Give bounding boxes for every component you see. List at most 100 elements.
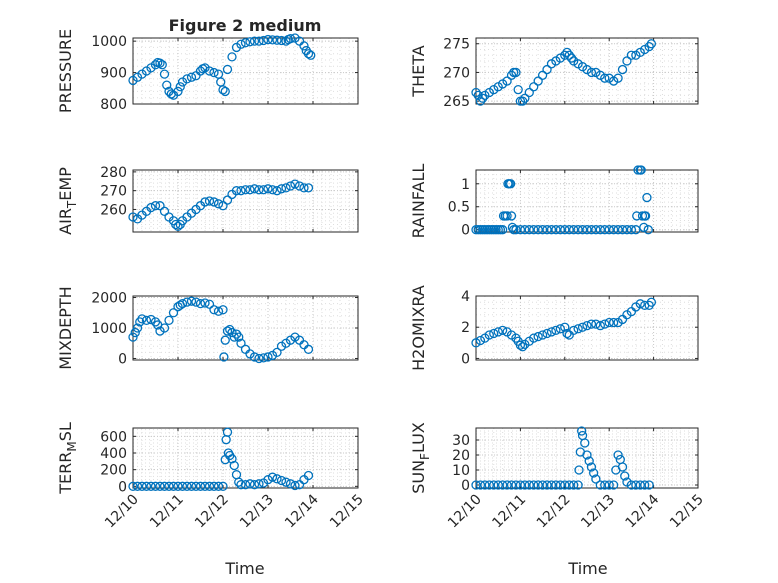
x-tick-label: 12/13: [237, 492, 277, 532]
data-point-pressure: [267, 35, 278, 45]
data-point-mixdepth: [263, 352, 273, 362]
data-point-theta: [471, 87, 481, 98]
data-point-air_temp: [294, 181, 305, 191]
data-point-terr_msl: [276, 475, 287, 486]
data-point-air_temp: [290, 179, 300, 189]
y-tick-label: 0: [461, 478, 470, 494]
data-point-terr_msl: [290, 480, 300, 491]
y-tick-label: 275: [443, 37, 470, 53]
data-point-sun_flux: [546, 480, 557, 490]
data-point-mixdepth: [182, 297, 192, 307]
data-point-theta: [478, 93, 488, 103]
data-point-rainfall: [626, 225, 637, 235]
data-point-sun_flux: [502, 480, 512, 490]
data-point-mixdepth: [272, 347, 282, 358]
data-point-pressure: [220, 86, 230, 97]
x-tick-label: 12/11: [489, 492, 529, 532]
data-point-mixdepth: [236, 338, 246, 348]
data-point-sun_flux: [577, 426, 587, 436]
data-point-mixdepth: [200, 298, 210, 308]
data-point-air_temp: [218, 201, 228, 211]
data-point-sun_flux: [635, 480, 645, 490]
data-point-mixdepth: [186, 296, 197, 306]
data-point-theta: [537, 70, 548, 80]
data-point-air_temp: [200, 197, 210, 207]
data-point-theta: [626, 50, 637, 60]
data-point-h2omixra: [529, 333, 539, 343]
data-point-air_temp: [258, 185, 269, 195]
data-point-terr_msl: [155, 481, 165, 491]
data-point-pressure: [245, 37, 255, 47]
data-point-rainfall: [555, 225, 566, 235]
data-point-terr_msl: [209, 481, 219, 491]
data-point-theta: [622, 56, 632, 66]
y-tick-label: 0: [118, 351, 127, 367]
data-point-pressure: [240, 38, 251, 48]
data-point-pressure: [209, 67, 219, 78]
data-point-rainfall: [529, 225, 539, 235]
data-point-rainfall: [533, 225, 543, 235]
y-axis-label-h2omixra: H2OMIXRA: [409, 285, 428, 371]
data-point-sun_flux: [580, 438, 590, 448]
data-point-mixdepth: [137, 314, 147, 324]
data-point-sun_flux: [511, 480, 521, 490]
data-point-air_temp: [254, 185, 264, 195]
data-point-air_temp: [276, 184, 287, 194]
data-point-air_temp: [281, 183, 291, 193]
data-point-theta: [475, 96, 486, 106]
data-point-sun_flux: [537, 480, 548, 490]
data-point-mixdepth: [218, 305, 228, 315]
data-point-mixdepth: [164, 315, 174, 326]
data-point-rainfall: [551, 225, 561, 235]
data-point-theta: [646, 39, 657, 49]
data-point-h2omixra: [497, 325, 508, 335]
data-point-terr_msl: [195, 481, 206, 491]
data-point-h2omixra: [560, 322, 570, 332]
data-point-pressure: [263, 34, 273, 45]
y-tick-label: 400: [100, 446, 127, 462]
data-point-mixdepth: [303, 344, 314, 354]
data-point-h2omixra: [600, 319, 610, 329]
data-point-rainfall: [502, 211, 512, 221]
data-point-h2omixra: [573, 324, 583, 334]
x-tick-label: 12/12: [534, 492, 574, 532]
data-point-terr_msl: [272, 474, 282, 484]
data-point-rainfall: [591, 225, 601, 235]
data-point-air_temp: [272, 186, 282, 196]
subplot-pressure: 800 900 1000 PRESSURE: [56, 29, 359, 113]
y-tick-label: 200: [100, 463, 127, 479]
data-point-h2omixra: [635, 299, 645, 309]
data-point-sun_flux: [480, 480, 490, 490]
y-tick-label: 600: [100, 429, 127, 445]
data-point-air_temp: [146, 202, 156, 213]
data-point-pressure: [258, 35, 269, 46]
data-point-theta: [566, 53, 577, 63]
data-point-rainfall: [622, 225, 632, 235]
data-point-air_temp: [299, 183, 309, 193]
data-point-sun_flux: [644, 480, 654, 490]
data-point-mixdepth: [227, 327, 237, 338]
data-point-h2omixra: [471, 338, 481, 348]
data-point-sun_flux: [560, 480, 570, 490]
data-point-theta: [617, 64, 628, 75]
data-point-sun_flux: [471, 480, 481, 490]
data-point-sun_flux: [555, 480, 566, 490]
data-point-terr_msl: [132, 481, 143, 491]
data-point-air_temp: [222, 195, 233, 205]
data-point-rainfall: [505, 179, 516, 189]
data-point-air_temp: [263, 184, 273, 194]
data-point-air_temp: [267, 185, 278, 195]
data-point-theta: [511, 67, 521, 78]
plot-area-terr_msl: [132, 427, 359, 489]
data-point-terr_msl: [150, 481, 161, 491]
data-point-sun_flux: [497, 480, 508, 490]
data-point-sun_flux: [542, 480, 552, 490]
data-point-h2omixra: [582, 321, 592, 331]
data-point-mixdepth: [130, 327, 140, 338]
data-point-rainfall: [569, 225, 579, 235]
y-tick-label: 900: [100, 66, 127, 82]
data-point-rainfall: [604, 225, 614, 235]
data-point-rainfall: [640, 211, 651, 221]
data-point-pressure: [222, 64, 233, 75]
